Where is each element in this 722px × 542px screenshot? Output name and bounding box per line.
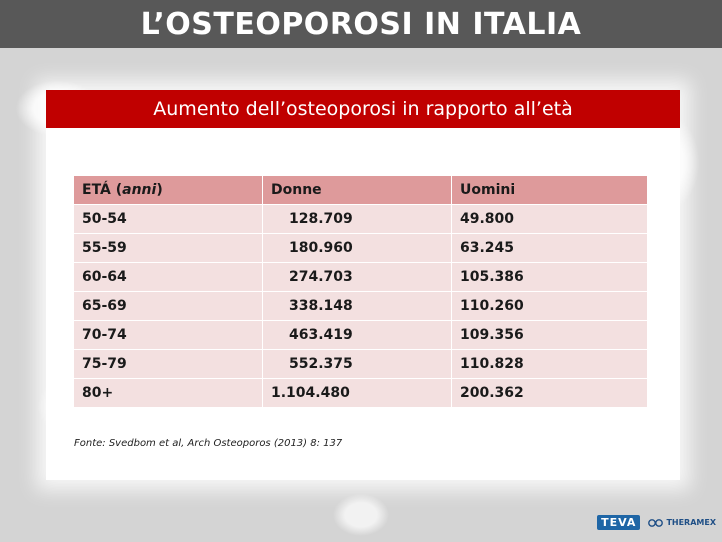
table-row: 75-79 552.375 110.828 [73, 349, 648, 379]
cell-age: 80+ [73, 378, 263, 408]
table-row: 60-64 274.703 105.386 [73, 262, 648, 292]
cell-uomini: 110.828 [451, 349, 648, 379]
osteoporosis-table: ETÁ (anni) Donne Uomini 50-54 128.709 49… [73, 175, 648, 408]
cell-donne: 552.375 [262, 349, 452, 379]
cell-uomini: 109.356 [451, 320, 648, 350]
header-age-unit: anni [122, 182, 157, 198]
cell-uomini: 63.245 [451, 233, 648, 263]
table-row: 55-59 180.960 63.245 [73, 233, 648, 263]
theramex-mark-icon [648, 518, 664, 527]
header-age: ETÁ (anni) [73, 175, 263, 205]
cell-donne: 128.709 [262, 204, 452, 234]
cell-uomini: 200.362 [451, 378, 648, 408]
table-row: 80+ 1.104.480 200.362 [73, 378, 648, 408]
cell-uomini: 49.800 [451, 204, 648, 234]
content-card: Aumento dell’osteoporosi in rapporto all… [46, 90, 680, 480]
header-donne: Donne [262, 175, 452, 205]
cell-uomini: 110.260 [451, 291, 648, 321]
card-title: Aumento dell’osteoporosi in rapporto all… [153, 98, 573, 120]
table-header-row: ETÁ (anni) Donne Uomini [73, 175, 648, 205]
sponsor-logos: TEVA THERAMEX [597, 515, 716, 530]
theramex-label: THERAMEX [666, 518, 716, 527]
header-uomini: Uomini [451, 175, 648, 205]
table-row: 70-74 463.419 109.356 [73, 320, 648, 350]
cell-uomini: 105.386 [451, 262, 648, 292]
cell-donne: 180.960 [262, 233, 452, 263]
cell-age: 50-54 [73, 204, 263, 234]
cell-age: 75-79 [73, 349, 263, 379]
theramex-logo: THERAMEX [648, 518, 716, 528]
cell-donne: 274.703 [262, 262, 452, 292]
teva-logo: TEVA [597, 515, 641, 530]
cell-donne: 338.148 [262, 291, 452, 321]
cell-age: 65-69 [73, 291, 263, 321]
cell-donne: 1.104.480 [262, 378, 452, 408]
cell-age: 70-74 [73, 320, 263, 350]
source-citation: Fonte: Svedbom et al, Arch Osteoporos (2… [74, 438, 343, 449]
card-header: Aumento dell’osteoporosi in rapporto all… [46, 90, 680, 128]
slide-title-bar: L’OSTEOPOROSI IN ITALIA [0, 0, 722, 48]
cell-age: 55-59 [73, 233, 263, 263]
cell-donne: 463.419 [262, 320, 452, 350]
table-row: 65-69 338.148 110.260 [73, 291, 648, 321]
slide-title: L’OSTEOPOROSI IN ITALIA [140, 6, 582, 42]
cell-age: 60-64 [73, 262, 263, 292]
table-row: 50-54 128.709 49.800 [73, 204, 648, 234]
